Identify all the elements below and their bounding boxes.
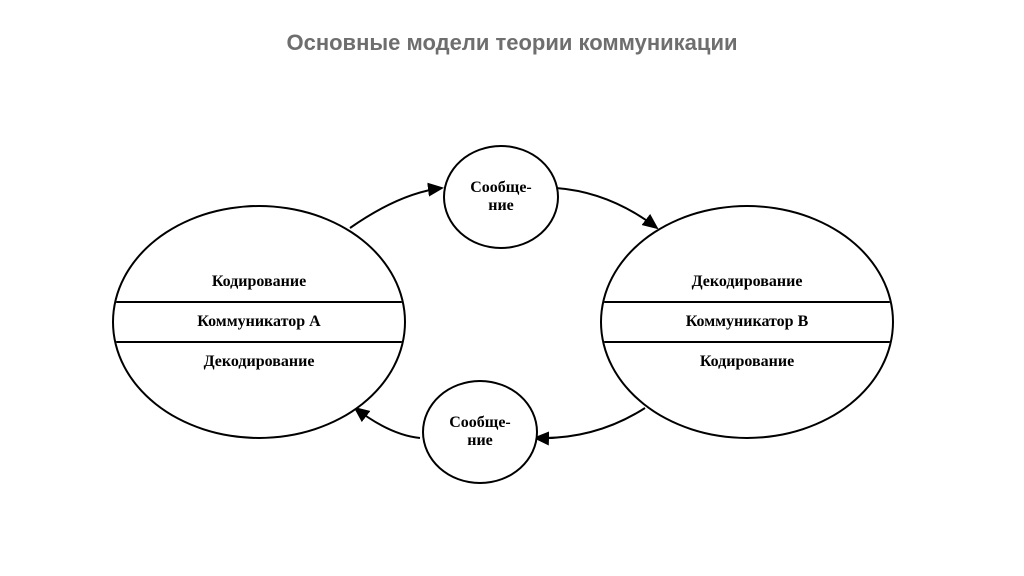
label-line: ние — [488, 197, 514, 214]
node-message-bottom: Сообще- ние — [422, 380, 538, 484]
diagram-canvas: Основные модели теории коммуникации Коди… — [0, 0, 1024, 576]
node-message-bottom-label: Сообще- ние — [449, 414, 511, 451]
node-message-top: Сообще- ние — [443, 145, 559, 249]
node-right-rows: Декодирование Коммуникатор В Кодирование — [602, 263, 892, 381]
node-right-row-communicator: Коммуникатор В — [602, 301, 892, 341]
node-right-row-decoding: Декодирование — [602, 263, 892, 301]
node-message-top-label: Сообще- ние — [470, 179, 532, 216]
page-title: Основные модели теории коммуникации — [0, 30, 1024, 56]
label-line: Сообще- — [449, 414, 511, 431]
label-line: ние — [467, 432, 493, 449]
edge-bottom-to-left — [355, 408, 420, 438]
node-right-row-encoding: Кодирование — [602, 341, 892, 381]
node-left-row-decoding: Декодирование — [114, 341, 404, 381]
node-left-row-encoding: Кодирование — [114, 263, 404, 301]
edge-right-to-bottom — [535, 408, 645, 438]
node-communicator-a: Кодирование Коммуникатор А Декодирование — [112, 205, 406, 439]
node-communicator-b: Декодирование Коммуникатор В Кодирование — [600, 205, 894, 439]
node-left-rows: Кодирование Коммуникатор А Декодирование — [114, 263, 404, 381]
edge-left-to-top — [350, 188, 442, 228]
edge-top-to-right — [556, 188, 657, 228]
label-line: Сообще- — [470, 179, 532, 196]
node-left-row-communicator: Коммуникатор А — [114, 301, 404, 341]
